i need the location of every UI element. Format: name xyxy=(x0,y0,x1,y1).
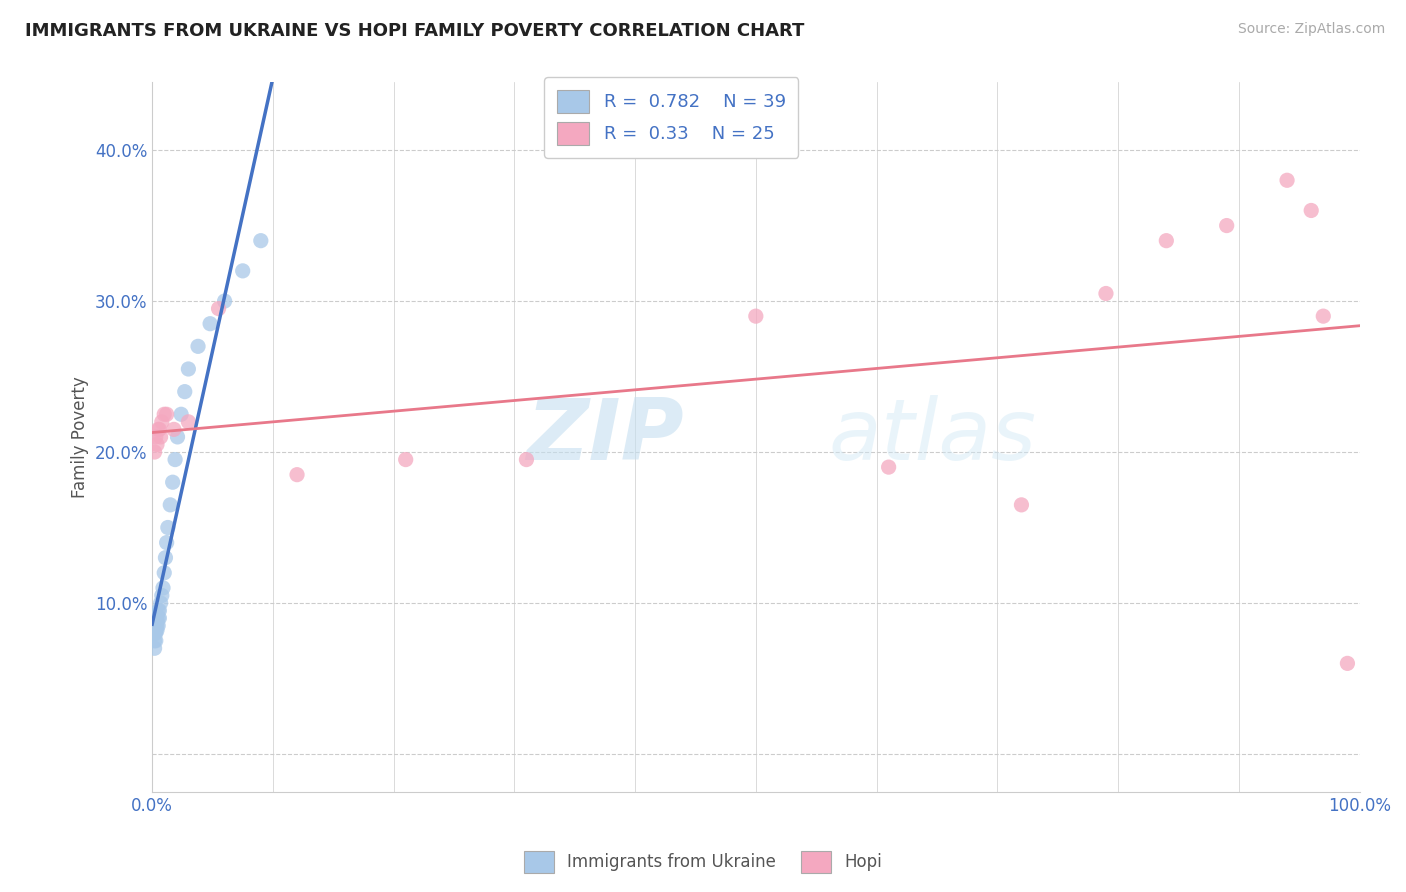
Point xyxy=(143,626,166,640)
Point xyxy=(177,415,200,429)
Point xyxy=(149,430,172,444)
Point xyxy=(143,633,166,648)
Point xyxy=(1095,286,1118,301)
Point xyxy=(250,234,273,248)
Y-axis label: Family Poverty: Family Poverty xyxy=(72,376,89,498)
Point xyxy=(232,264,254,278)
Text: ZIP: ZIP xyxy=(526,395,683,478)
Point xyxy=(1301,203,1323,218)
Point xyxy=(153,407,176,421)
Point xyxy=(145,623,167,637)
Legend: Immigrants from Ukraine, Hopi: Immigrants from Ukraine, Hopi xyxy=(517,845,889,880)
Point xyxy=(1336,657,1358,671)
Point xyxy=(515,452,537,467)
Text: IMMIGRANTS FROM UKRAINE VS HOPI FAMILY POVERTY CORRELATION CHART: IMMIGRANTS FROM UKRAINE VS HOPI FAMILY P… xyxy=(25,22,804,40)
Point xyxy=(146,623,169,637)
Point xyxy=(145,633,167,648)
Point xyxy=(143,623,166,637)
Text: Source: ZipAtlas.com: Source: ZipAtlas.com xyxy=(1237,22,1385,37)
Point xyxy=(153,566,176,580)
Point xyxy=(1215,219,1237,233)
Point xyxy=(198,317,221,331)
Point xyxy=(156,520,179,534)
Point xyxy=(146,608,169,623)
Point xyxy=(159,498,181,512)
Point xyxy=(146,614,169,628)
Point xyxy=(143,641,166,656)
Legend: R =  0.782    N = 39, R =  0.33    N = 25: R = 0.782 N = 39, R = 0.33 N = 25 xyxy=(544,77,799,158)
Point xyxy=(173,384,195,399)
Point xyxy=(170,407,193,421)
Point xyxy=(143,445,166,459)
Point xyxy=(148,422,170,436)
Point xyxy=(148,603,170,617)
Point xyxy=(150,589,173,603)
Point xyxy=(152,581,174,595)
Text: atlas: atlas xyxy=(828,395,1036,478)
Point xyxy=(148,611,170,625)
Point xyxy=(163,422,186,436)
Point xyxy=(148,422,170,436)
Point xyxy=(145,618,167,632)
Point xyxy=(166,430,188,444)
Point xyxy=(145,430,167,444)
Point xyxy=(177,362,200,376)
Point xyxy=(148,611,170,625)
Point xyxy=(155,550,177,565)
Point xyxy=(146,618,169,632)
Point xyxy=(148,618,170,632)
Point xyxy=(156,407,179,421)
Point xyxy=(1312,309,1334,323)
Point xyxy=(285,467,308,482)
Point xyxy=(745,309,768,323)
Point xyxy=(150,415,173,429)
Point xyxy=(214,294,236,309)
Point xyxy=(148,603,170,617)
Point xyxy=(1156,234,1178,248)
Point xyxy=(145,608,167,623)
Point xyxy=(1010,498,1032,512)
Point xyxy=(146,437,169,451)
Point xyxy=(1275,173,1298,187)
Point xyxy=(162,475,184,490)
Point xyxy=(187,339,209,353)
Point xyxy=(143,614,166,628)
Point xyxy=(877,460,900,475)
Point xyxy=(145,626,167,640)
Point xyxy=(145,611,167,625)
Point xyxy=(156,535,179,549)
Point xyxy=(165,452,187,467)
Point xyxy=(207,301,229,316)
Point xyxy=(395,452,418,467)
Point xyxy=(149,596,172,610)
